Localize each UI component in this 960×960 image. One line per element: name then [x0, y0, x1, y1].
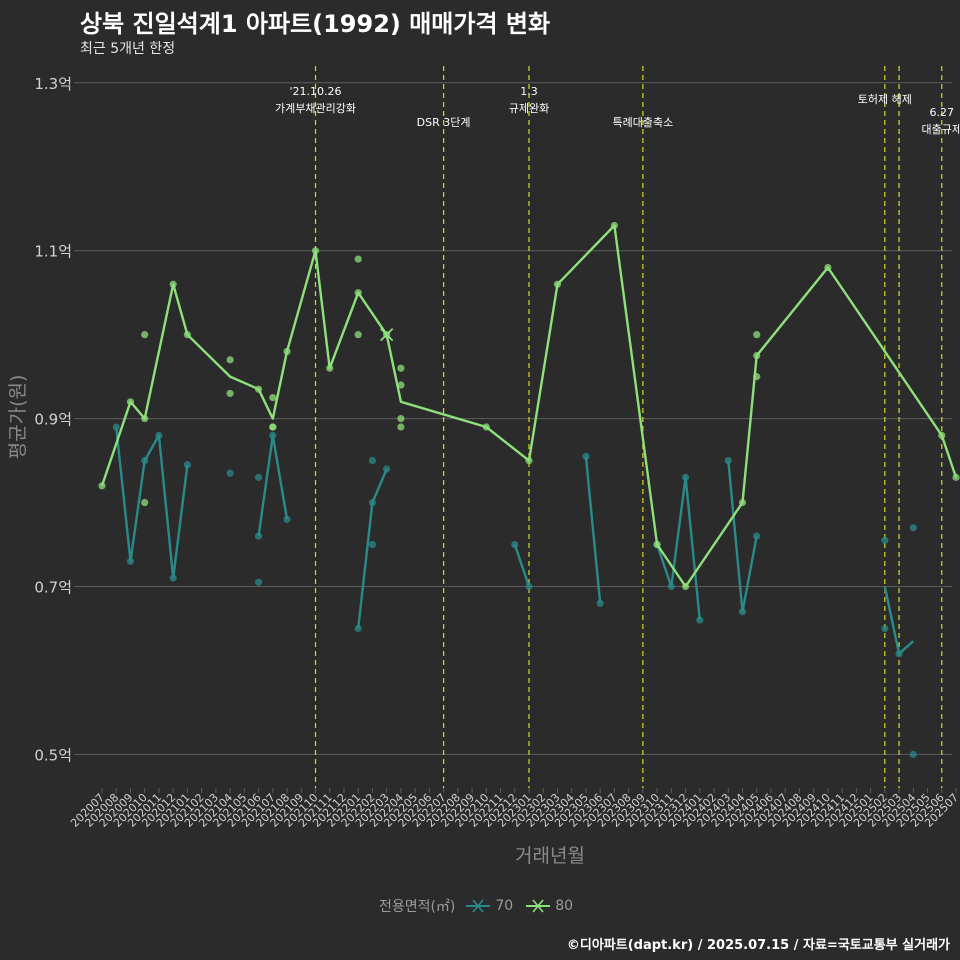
event-annotation-line: 토허제 해제 — [858, 92, 912, 106]
data-point-80 — [269, 394, 277, 402]
data-point-70 — [582, 452, 590, 460]
event-annotation-line: 대출규제 — [922, 123, 960, 136]
y-tick-label: 0.7억 — [34, 579, 72, 597]
source-caption: ©디아파트(dapt.kr) / 2025.07.15 / 자료=국토교통부 실… — [566, 938, 950, 953]
data-point-70 — [254, 473, 263, 481]
event-annotation: 6.27 대출규제 — [922, 106, 960, 136]
data-point-70 — [183, 461, 191, 469]
cross-marker-80 — [380, 328, 394, 342]
event-annotation-line: 특례대출축소 — [612, 116, 673, 129]
data-point-80 — [226, 356, 234, 364]
event-annotation-line: 가계부채관리강화 — [275, 102, 356, 115]
data-point-70 — [283, 515, 291, 523]
chart-title: 상북 진일석계1 아파트(1992) 매매가격 변화 — [80, 10, 551, 38]
event-annotation: DSR 3단계 — [417, 116, 471, 129]
data-point-70 — [909, 524, 917, 532]
series-line-70 — [655, 476, 701, 621]
legend-label-70: 70 — [495, 898, 514, 914]
data-point-80 — [354, 331, 362, 339]
chart-subtitle: 최근 5개년 한정 — [80, 41, 176, 57]
y-tick-label: 1.3억 — [34, 75, 72, 93]
data-point-70 — [254, 578, 263, 586]
x-axis-title: 거래년월 — [515, 845, 585, 867]
data-point-70 — [881, 536, 889, 544]
series-line-70 — [584, 456, 602, 604]
series-line-70 — [727, 460, 758, 613]
event-annotation-line: DSR 3단계 — [417, 116, 471, 129]
data-point-80 — [141, 331, 149, 339]
series-line-80 — [100, 224, 958, 588]
data-point-80 — [753, 331, 761, 339]
series-line-70 — [115, 426, 189, 580]
data-point-70 — [368, 456, 377, 465]
event-annotation: 1.3 규제완화 — [509, 85, 549, 115]
data-point-70 — [254, 532, 263, 540]
y-tick-label: 0.5억 — [34, 746, 72, 764]
data-point-80 — [397, 381, 405, 389]
legend-key-80-icon — [526, 899, 551, 913]
data-point-80 — [354, 255, 362, 263]
data-point-80 — [397, 364, 405, 372]
legend-title: 전용면적(㎡) — [378, 899, 456, 915]
legend-key-70-icon — [466, 899, 491, 913]
series-line-70 — [883, 586, 915, 655]
data-point-80 — [397, 423, 405, 431]
data-point-80 — [269, 423, 277, 431]
event-annotation-line: 1.3 — [520, 85, 538, 98]
legend-item-70: 70 — [465, 898, 513, 914]
legend: 전용면적(㎡) 70 80 — [0, 896, 960, 916]
data-point-80 — [141, 498, 149, 507]
y-axis-title: 평균가(원) — [7, 375, 29, 460]
event-annotation-line: 6.27 — [930, 106, 955, 119]
event-annotation: 토허제 해제 — [858, 92, 912, 106]
data-point-70 — [226, 469, 234, 477]
series-line-70 — [357, 468, 388, 629]
data-point-70 — [881, 624, 889, 633]
legend-item-80: 80 — [525, 898, 573, 914]
event-annotation: 특례대출축소 — [612, 116, 673, 129]
event-annotation-line: 규제완화 — [509, 102, 549, 115]
data-point-80 — [397, 415, 405, 423]
event-annotation: '21.10.26 가계부채관리강화 — [275, 85, 356, 115]
legend-label-80: 80 — [555, 898, 574, 914]
series-line-70 — [257, 434, 289, 537]
data-point-70 — [724, 456, 732, 465]
y-tick-label: 0.9억 — [34, 411, 72, 429]
data-point-70 — [368, 540, 377, 549]
y-tick-label: 1.1억 — [34, 243, 72, 261]
data-point-80 — [226, 389, 234, 398]
series-line-70 — [513, 544, 531, 587]
data-point-70 — [909, 750, 917, 759]
event-annotation-line: '21.10.26 — [289, 85, 341, 98]
